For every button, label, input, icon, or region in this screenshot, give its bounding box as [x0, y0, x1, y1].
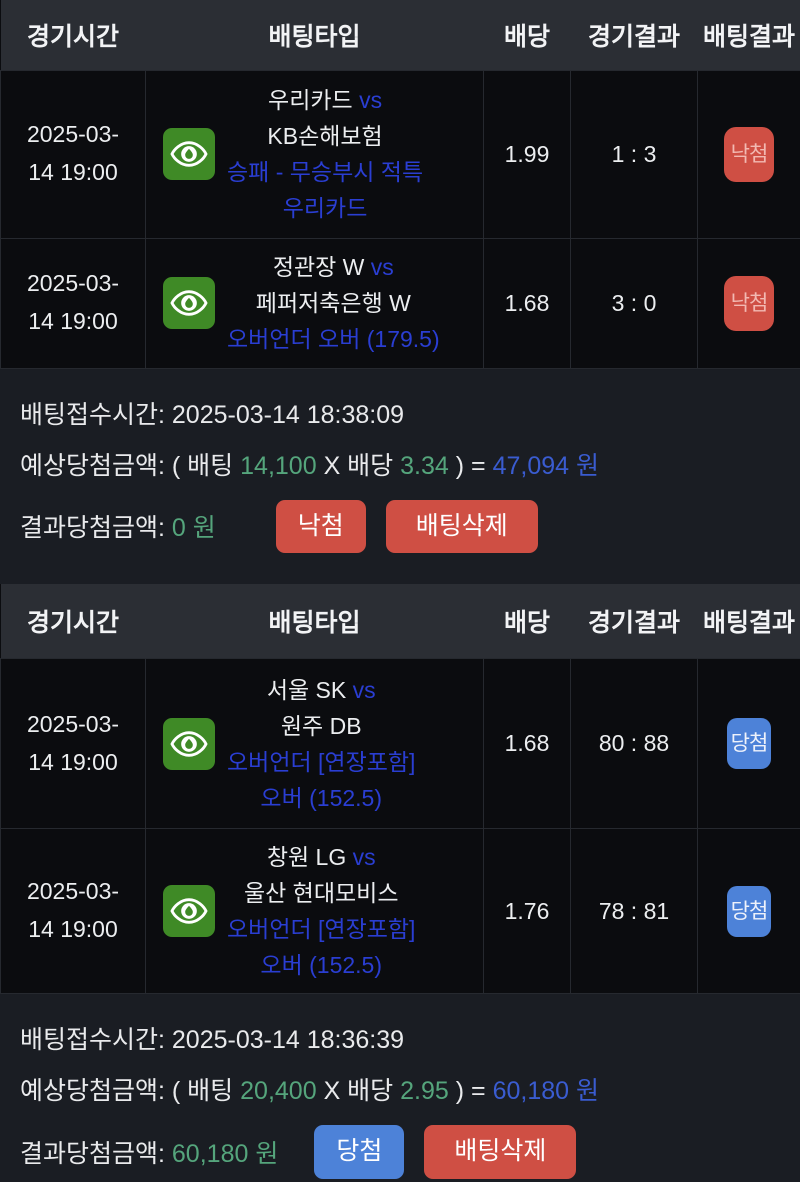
received-time-value: 2025-03-14 18:36:39: [172, 1026, 404, 1054]
vs-label: vs: [371, 254, 394, 280]
bet-amount: 20,400: [240, 1077, 316, 1105]
bet-pick: 승패 - 무승부시 적특: [227, 154, 423, 190]
header-bet-result: 배팅결과: [698, 584, 800, 659]
header-odds: 배당: [484, 0, 571, 70]
header-game-time: 경기시간: [1, 0, 146, 70]
game-score: 80 : 88: [571, 659, 698, 829]
bet-summary-1: 배팅접수시간: 2025-03-14 18:38:09 예상당첨금액: ( 배팅…: [0, 369, 800, 584]
bet-result-cell: 낙첨: [698, 70, 800, 238]
total-odds: 2.95: [400, 1077, 449, 1105]
header-odds: 배당: [484, 584, 571, 659]
expected-amount-line: 예상당첨금액: ( 배팅 20,400 X 배당 2.95 ) = 60,180…: [20, 1071, 780, 1107]
table-row: 2025-03- 14 19:00 정관장 W vs: [1, 238, 800, 368]
bet-pick: 오버 (152.5): [227, 947, 415, 983]
match-teams: 창원 LG vs: [227, 839, 415, 875]
header-game-time: 경기시간: [1, 584, 146, 659]
received-time-line: 배팅접수시간: 2025-03-14 18:38:09: [20, 395, 780, 431]
header-game-result: 경기결과: [571, 584, 698, 659]
bet-table-2: 경기시간 배팅타입 배당 경기결과 배팅결과 2025-03- 14 19:00: [0, 584, 800, 995]
bet-pick: 우리카드: [227, 190, 423, 226]
bet-amount: 14,100: [240, 452, 316, 480]
vs-label: vs: [359, 87, 382, 113]
table-row: 2025-03- 14 19:00 우리카드 vs: [1, 70, 800, 238]
received-time-value: 2025-03-14 18:38:09: [172, 401, 404, 429]
vs-label: vs: [353, 677, 376, 703]
match-teams: 서울 SK vs: [227, 672, 415, 708]
game-score: 1 : 3: [571, 70, 698, 238]
game-time: 2025-03- 14 19:00: [1, 70, 146, 238]
match-teams: 우리카드 vs: [227, 82, 423, 118]
bet-summary-2: 배팅접수시간: 2025-03-14 18:36:39 예상당첨금액: ( 배팅…: [0, 994, 800, 1182]
bet-result-cell: 당첨: [698, 659, 800, 829]
status-badge: 낙첨: [724, 276, 774, 331]
match-teams: 정관장 W vs: [227, 249, 440, 285]
header-bet-type: 배팅타입: [146, 584, 484, 659]
status-badge: 낙첨: [724, 127, 774, 182]
result-amount: 60,180 원: [172, 1134, 278, 1170]
game-time: 2025-03- 14 19:00: [1, 238, 146, 368]
odds-value: 1.76: [484, 829, 571, 994]
status-badge: 당첨: [727, 718, 771, 769]
bet-type-cell: 우리카드 vs KB손해보험 승패 - 무승부시 적특 우리카드: [146, 70, 484, 238]
currency-label: 원: [576, 452, 599, 480]
eye-icon[interactable]: [163, 718, 215, 770]
expected-win-amount: 60,180: [493, 1077, 569, 1105]
expected-win-amount: 47,094: [493, 452, 569, 480]
result-line: 결과당첨금액: 0 원 낙첨 배팅삭제: [20, 500, 780, 554]
delete-bet-button[interactable]: 배팅삭제: [424, 1125, 576, 1179]
bet-result-cell: 낙첨: [698, 238, 800, 368]
status-badge: 당첨: [727, 886, 771, 937]
status-button: 당첨: [314, 1125, 404, 1179]
header-bet-type: 배팅타입: [146, 0, 484, 70]
bet-pick: 오버언더 [연장포함]: [227, 744, 415, 780]
table-row: 2025-03- 14 19:00 창원 LG vs: [1, 829, 800, 994]
match-team2: 울산 현대모비스: [227, 875, 415, 911]
currency-label: 원: [576, 1077, 599, 1105]
game-score: 78 : 81: [571, 829, 698, 994]
bet-result-cell: 당첨: [698, 829, 800, 994]
table-row: 2025-03- 14 19:00 서울 SK vs: [1, 659, 800, 829]
eye-icon[interactable]: [163, 885, 215, 937]
header-bet-result: 배팅결과: [698, 0, 800, 70]
expected-amount-line: 예상당첨금액: ( 배팅 14,100 X 배당 3.34 ) = 47,094…: [20, 446, 780, 482]
game-time: 2025-03- 14 19:00: [1, 829, 146, 994]
odds-value: 1.99: [484, 70, 571, 238]
game-score: 3 : 0: [571, 238, 698, 368]
result-line: 결과당첨금액: 60,180 원 당첨 배팅삭제: [20, 1125, 780, 1179]
vs-label: vs: [353, 844, 376, 870]
odds-value: 1.68: [484, 659, 571, 829]
status-button: 낙첨: [276, 500, 366, 554]
result-amount: 0 원: [172, 508, 216, 544]
table-header-row: 경기시간 배팅타입 배당 경기결과 배팅결과: [1, 0, 800, 70]
match-team2: 원주 DB: [227, 708, 415, 744]
delete-bet-button[interactable]: 배팅삭제: [386, 500, 538, 554]
bet-slip-1: 경기시간 배팅타입 배당 경기결과 배팅결과 2025-03- 14 19:00: [0, 0, 800, 584]
received-time-line: 배팅접수시간: 2025-03-14 18:36:39: [20, 1020, 780, 1056]
match-team2: 페퍼저축은행 W: [227, 285, 440, 321]
bet-type-cell: 서울 SK vs 원주 DB 오버언더 [연장포함] 오버 (152.5): [146, 659, 484, 829]
bet-pick: 오버언더 오버 (179.5): [227, 321, 440, 357]
bet-pick: 오버 (152.5): [227, 780, 415, 816]
bet-type-cell: 정관장 W vs 페퍼저축은행 W 오버언더 오버 (179.5): [146, 238, 484, 368]
bet-type-cell: 창원 LG vs 울산 현대모비스 오버언더 [연장포함] 오버 (152.5): [146, 829, 484, 994]
table-header-row: 경기시간 배팅타입 배당 경기결과 배팅결과: [1, 584, 800, 659]
bet-pick: 오버언더 [연장포함]: [227, 911, 415, 947]
total-odds: 3.34: [400, 452, 449, 480]
game-time: 2025-03- 14 19:00: [1, 659, 146, 829]
eye-icon[interactable]: [163, 128, 215, 180]
match-team2: KB손해보험: [227, 118, 423, 154]
eye-icon[interactable]: [163, 277, 215, 329]
odds-value: 1.68: [484, 238, 571, 368]
bet-table-1: 경기시간 배팅타입 배당 경기결과 배팅결과 2025-03- 14 19:00: [0, 0, 800, 369]
bet-slip-2: 경기시간 배팅타입 배당 경기결과 배팅결과 2025-03- 14 19:00: [0, 584, 800, 1182]
header-game-result: 경기결과: [571, 0, 698, 70]
